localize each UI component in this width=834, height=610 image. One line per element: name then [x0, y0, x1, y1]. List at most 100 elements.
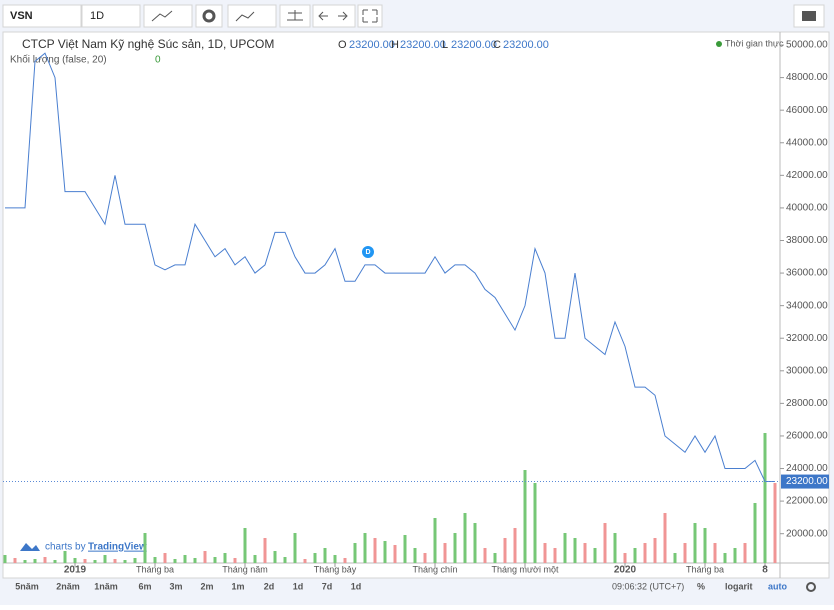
volume-bar — [323, 548, 327, 563]
status: Thời gian thực — [725, 38, 784, 48]
icon — [202, 9, 216, 23]
volume-bar — [593, 548, 597, 563]
volume-bar — [303, 559, 307, 563]
volume-bar — [163, 553, 167, 563]
y-tick-label: 36000.00 — [786, 268, 828, 279]
volume-bar — [743, 543, 747, 563]
legend-value: 23200.00 — [451, 39, 497, 51]
y-tick-label: 46000.00 — [786, 105, 828, 116]
volume-bar — [543, 543, 547, 563]
volume-bar — [723, 553, 727, 563]
logo — [20, 543, 40, 551]
y-tick-label: 22000.00 — [786, 496, 828, 507]
range-button[interactable]: 6m — [138, 581, 151, 591]
y-tick-label: 28000.00 — [786, 398, 828, 409]
icon — [287, 10, 303, 21]
legend-label: O — [338, 39, 347, 51]
y-tick-label: 40000.00 — [786, 203, 828, 214]
range-button[interactable]: 1d — [351, 581, 362, 591]
y-tick-label: 34000.00 — [786, 300, 828, 311]
volume-bar — [643, 543, 647, 563]
symbol: VSN — [10, 10, 33, 22]
legend-value: 23200.00 — [503, 39, 549, 51]
chart-panel — [2, 31, 830, 579]
volume-bar — [753, 503, 757, 563]
undo-redo[interactable] — [312, 4, 356, 28]
volume-bar — [183, 555, 187, 563]
legend-label: H — [391, 39, 399, 51]
volume-bar — [583, 543, 587, 563]
volume-bar — [313, 553, 317, 563]
chart-type-button[interactable] — [143, 4, 193, 28]
volume-bar — [173, 559, 177, 563]
volume-bar — [673, 553, 677, 563]
auto-toggle[interactable]: auto — [768, 581, 788, 591]
volume-bar — [223, 553, 227, 563]
volume-bar — [513, 528, 517, 563]
fullscreen-button[interactable] — [357, 4, 383, 28]
volume-bar — [83, 559, 87, 563]
icon — [362, 9, 378, 23]
volume-bar — [733, 548, 737, 563]
toolbar: VSN 1D — [2, 4, 825, 28]
volume-bar — [473, 523, 477, 563]
event-marker[interactable] — [362, 246, 374, 258]
volume-bar — [563, 533, 567, 563]
legend-title: CTCP Việt Nam Kỹ nghệ Súc sản, 1D, UPCOM — [22, 37, 274, 51]
interval: 1D — [90, 10, 104, 22]
y-tick-label: 44000.00 — [786, 137, 828, 148]
volume-bar — [383, 541, 387, 563]
volume-bar — [443, 543, 447, 563]
volume-bar — [773, 483, 777, 563]
event-marker-label: D — [365, 249, 370, 256]
symbol-input[interactable] — [2, 4, 82, 28]
branding-name[interactable]: TradingView — [88, 542, 147, 553]
volume-bar — [373, 538, 377, 563]
range-button[interactable]: 2năm — [56, 581, 80, 591]
range-button[interactable]: 3m — [169, 581, 182, 591]
legend-value: 23200.00 — [349, 39, 395, 51]
volume-bar — [33, 559, 37, 563]
volume-bar — [13, 558, 17, 563]
range-button[interactable]: 5năm — [15, 581, 39, 591]
range-button[interactable]: 7d — [322, 581, 333, 591]
volume-bar — [353, 543, 357, 563]
icon — [235, 11, 255, 22]
y-tick-label: 20000.00 — [786, 528, 828, 539]
volume-bar — [623, 553, 627, 563]
status-dot — [716, 41, 722, 47]
range-button[interactable]: 1d — [293, 581, 304, 591]
volume-bar — [93, 560, 97, 563]
volume-bar — [763, 433, 767, 563]
y-tick-label: 38000.00 — [786, 235, 828, 246]
y-tick-label: 26000.00 — [786, 431, 828, 442]
volume-bar — [113, 559, 117, 563]
range-button[interactable]: 2m — [200, 581, 213, 591]
range-button[interactable]: 1năm — [94, 581, 118, 591]
log-toggle[interactable]: logarit — [725, 581, 753, 591]
y-tick-label: 30000.00 — [786, 365, 828, 376]
settings-button[interactable] — [195, 4, 223, 28]
volume-bar — [663, 513, 667, 563]
volume-value: 0 — [155, 55, 161, 66]
range-button[interactable]: 2d — [264, 581, 275, 591]
volume-bar — [63, 551, 67, 563]
volume-bar — [413, 548, 417, 563]
settings-icon[interactable] — [806, 582, 816, 592]
percent-toggle[interactable]: % — [697, 581, 705, 591]
volume-bar — [533, 483, 537, 563]
x-tick-label: Tháng năm — [222, 564, 268, 574]
x-tick-label: Tháng mười một — [492, 564, 559, 574]
x-tick-label: 8 — [762, 565, 768, 576]
volume-bar — [483, 548, 487, 563]
volume-bar — [693, 523, 697, 563]
volume-bar — [343, 558, 347, 563]
range-button[interactable]: 1m — [231, 581, 244, 591]
volume-bar — [153, 557, 157, 563]
volume-bar — [393, 545, 397, 563]
icon — [802, 11, 816, 21]
indicators-button[interactable] — [227, 4, 277, 28]
interval-button[interactable] — [81, 4, 141, 28]
x-tick-label: Tháng ba — [136, 564, 174, 574]
